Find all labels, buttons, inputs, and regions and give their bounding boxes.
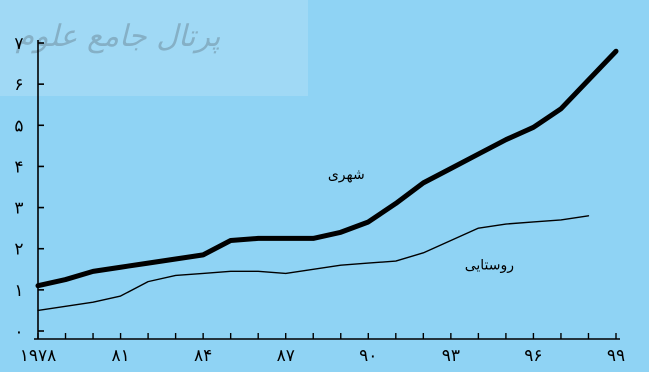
watermark-text: پرتال جامع علوم — [16, 19, 221, 54]
series-line-2 — [37, 215, 590, 312]
watermark-panel — [0, 0, 308, 96]
y-tick-label: ۳ — [14, 199, 23, 219]
x-tick-label: ۸۴ — [194, 346, 212, 366]
x-tick-label: ۱۹۷۸ — [20, 346, 57, 366]
x-tick-label: ۹۳ — [442, 346, 460, 366]
axes: ۰ ۱ ۲ ۳ ۴ ۵ ۶ ۷ ۱۹۷۸ ۸۱ ۸۴ ۸۷ ۹۰ ۹۳ ۹۶ ۹۹ — [14, 34, 625, 366]
x-tick-label: ۸۷ — [277, 346, 295, 366]
y-tick-label: ۰ — [14, 322, 23, 342]
x-tick-label: ۹۶ — [524, 346, 542, 366]
y-tick-label: ۶ — [14, 75, 23, 95]
y-tick-label: ۱ — [14, 281, 23, 301]
series-label-2: روستایی — [465, 257, 514, 273]
x-tick-label: ۹۹ — [607, 346, 625, 366]
series-labels: شهری روستایی — [328, 167, 514, 274]
y-tick-label: ۲ — [14, 240, 23, 260]
x-tick-label: ۸۱ — [111, 346, 129, 366]
series-lines — [35, 48, 619, 312]
y-tick-label: ۷ — [14, 34, 23, 54]
x-tick-label: ۹۰ — [359, 346, 377, 366]
series-label-1: شهری — [328, 167, 365, 183]
series-line-1 — [35, 48, 619, 289]
y-tick-label: ۵ — [14, 116, 23, 136]
y-tick-label: ۴ — [14, 157, 23, 177]
